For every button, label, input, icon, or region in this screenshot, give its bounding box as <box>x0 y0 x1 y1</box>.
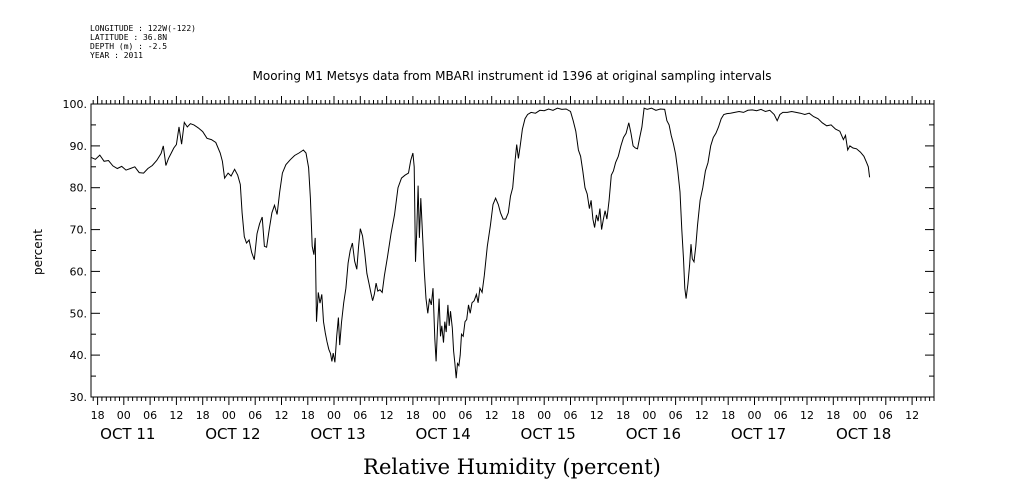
x-hour-label: 00 <box>327 409 341 422</box>
x-hour-label: 00 <box>222 409 236 422</box>
y-tick-label: 70. <box>70 224 88 237</box>
y-tick-label: 30. <box>70 391 88 404</box>
humidity-series-line <box>91 107 871 379</box>
x-axis <box>92 96 935 405</box>
meta-latitude: LATITUDE : 36.8N <box>90 33 167 42</box>
x-hour-label: 12 <box>275 409 289 422</box>
chart-title: Mooring M1 Metsys data from MBARI instru… <box>253 69 772 83</box>
x-hour-label: 18 <box>721 409 735 422</box>
x-hour-label: 00 <box>432 409 446 422</box>
x-hour-label: 06 <box>458 409 472 422</box>
meta-year: YEAR : 2011 <box>90 51 143 60</box>
x-day-label: OCT 18 <box>836 425 891 443</box>
x-hour-label: 18 <box>511 409 525 422</box>
y-tick-label: 90. <box>70 140 88 153</box>
x-hour-label: 00 <box>537 409 551 422</box>
y-tick-label: 50. <box>70 307 88 320</box>
x-hour-label: 18 <box>826 409 840 422</box>
x-hour-label: 00 <box>853 409 867 422</box>
x-hour-label: 18 <box>196 409 210 422</box>
x-hour-label: 12 <box>695 409 709 422</box>
metadata-block: LONGITUDE : 122W(-122) LATITUDE : 36.8N … <box>90 24 196 60</box>
x-hour-label: 12 <box>800 409 814 422</box>
y-tick-label: 40. <box>70 349 88 362</box>
x-hour-label: 12 <box>380 409 394 422</box>
y-tick-label: 100. <box>63 98 88 111</box>
meta-longitude: LONGITUDE : 122W(-122) <box>90 24 196 33</box>
x-day-label: OCT 11 <box>100 425 155 443</box>
y-axis-label: percent <box>31 229 45 275</box>
x-day-label: OCT 12 <box>205 425 260 443</box>
x-hour-label: 06 <box>774 409 788 422</box>
y-tick-label: 80. <box>70 182 88 195</box>
x-hour-label: 00 <box>748 409 762 422</box>
x-hour-label: 12 <box>485 409 499 422</box>
x-tick-labels: 18 00 06 12 18 00 06 12 18 00 06 12 18 00 06 12 18 00 06 12… <box>91 409 919 422</box>
y-axis: 30. 40. 50. 60. 70. 80. 90. 100. <box>63 98 934 404</box>
x-hour-label: 06 <box>143 409 157 422</box>
meta-depth: DEPTH (m) : -2.5 <box>90 42 167 51</box>
x-hour-label: 06 <box>248 409 262 422</box>
y-tick-label: 60. <box>70 265 88 278</box>
x-hour-label: 06 <box>353 409 367 422</box>
x-day-label: OCT 13 <box>310 425 365 443</box>
x-day-label: OCT 16 <box>626 425 681 443</box>
x-day-label: OCT 15 <box>521 425 576 443</box>
x-hour-label: 12 <box>169 409 183 422</box>
x-hour-label: 06 <box>879 409 893 422</box>
x-day-labels: OCT 11 OCT 12 OCT 13 OCT 14 OCT 15 OCT 16 OCT … <box>100 425 891 443</box>
x-hour-label: 18 <box>406 409 420 422</box>
x-hour-label: 18 <box>91 409 105 422</box>
x-hour-label: 12 <box>590 409 604 422</box>
x-day-label: OCT 14 <box>415 425 470 443</box>
x-hour-label: 12 <box>905 409 919 422</box>
x-hour-label: 00 <box>117 409 131 422</box>
x-hour-label: 18 <box>616 409 630 422</box>
x-axis-label: Relative Humidity (percent) <box>363 455 661 479</box>
x-hour-label: 00 <box>642 409 656 422</box>
plot-frame <box>90 103 935 398</box>
x-day-label: OCT 17 <box>731 425 786 443</box>
x-hour-label: 06 <box>669 409 683 422</box>
x-hour-label: 06 <box>564 409 578 422</box>
x-hour-label: 18 <box>301 409 315 422</box>
